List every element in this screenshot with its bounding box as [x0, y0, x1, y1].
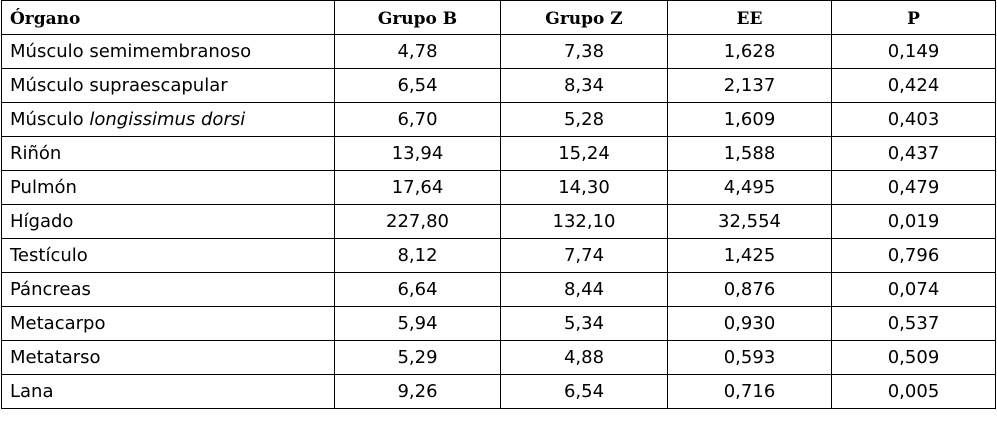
organ-name: Riñón [10, 142, 62, 164]
organ-name: Metatarso [10, 346, 101, 368]
ee-cell: 1,628 [667, 34, 832, 69]
p-cell: 0,437 [831, 136, 996, 171]
organ-name: Músculo supraescapular [10, 74, 228, 96]
ee-cell: 1,609 [667, 102, 832, 137]
header-grupo-b: Grupo B [334, 0, 501, 35]
header-row: Órgano Grupo B Grupo Z EE P [1, 0, 996, 35]
organ-cell: Lana [1, 374, 335, 409]
table-row: Páncreas 6,64 8,44 0,876 0,074 [1, 272, 996, 307]
organ-name: Páncreas [10, 278, 91, 300]
grupo-z-cell: 15,24 [500, 136, 668, 171]
ee-cell: 1,425 [667, 238, 832, 273]
organ-cell: Músculo supraescapular [1, 68, 335, 103]
grupo-b-cell: 6,70 [334, 102, 501, 137]
organ-cell: Riñón [1, 136, 335, 171]
p-cell: 0,796 [831, 238, 996, 273]
grupo-z-cell: 14,30 [500, 170, 668, 205]
table-row: Pulmón 17,64 14,30 4,495 0,479 [1, 170, 996, 205]
p-cell: 0,479 [831, 170, 996, 205]
p-cell: 0,005 [831, 374, 996, 409]
ee-cell: 4,495 [667, 170, 832, 205]
table-body: Músculo semimembranoso 4,78 7,38 1,628 0,149… [1, 34, 996, 409]
ee-cell: 0,593 [667, 340, 832, 375]
grupo-z-cell: 8,44 [500, 272, 668, 307]
grupo-b-cell: 4,78 [334, 34, 501, 69]
ee-cell: 0,930 [667, 306, 832, 341]
organ-cell: Hígado [1, 204, 335, 239]
grupo-z-cell: 5,28 [500, 102, 668, 137]
organ-cell: Músculo longissimus dorsi [1, 102, 335, 137]
organ-cell: Testículo [1, 238, 335, 273]
grupo-b-cell: 17,64 [334, 170, 501, 205]
table-row: Metacarpo 5,94 5,34 0,930 0,537 [1, 306, 996, 341]
p-cell: 0,537 [831, 306, 996, 341]
organ-name: Pulmón [10, 176, 77, 198]
p-cell: 0,074 [831, 272, 996, 307]
table-header: Órgano Grupo B Grupo Z EE P [1, 0, 996, 35]
organ-name: Músculo [10, 108, 90, 130]
results-table: Órgano Grupo B Grupo Z EE P Músculo semi… [1, 0, 996, 409]
organ-name: Testículo [10, 244, 88, 266]
grupo-b-cell: 13,94 [334, 136, 501, 171]
grupo-z-cell: 7,38 [500, 34, 668, 69]
grupo-b-cell: 5,29 [334, 340, 501, 375]
p-cell: 0,424 [831, 68, 996, 103]
header-organo: Órgano [1, 0, 335, 35]
organ-name: Metacarpo [10, 312, 106, 334]
organ-cell: Pulmón [1, 170, 335, 205]
grupo-z-cell: 6,54 [500, 374, 668, 409]
table-row: Músculo supraescapular 6,54 8,34 2,137 0,424 [1, 68, 996, 103]
organ-name-italic: longissimus dorsi [89, 108, 246, 130]
table-row: Músculo semimembranoso 4,78 7,38 1,628 0,149 [1, 34, 996, 69]
header-ee: EE [667, 0, 832, 35]
table-row: Testículo 8,12 7,74 1,425 0,796 [1, 238, 996, 273]
table-row: Riñón 13,94 15,24 1,588 0,437 [1, 136, 996, 171]
ee-cell: 1,588 [667, 136, 832, 171]
grupo-b-cell: 5,94 [334, 306, 501, 341]
grupo-z-cell: 7,74 [500, 238, 668, 273]
grupo-b-cell: 227,80 [334, 204, 501, 239]
ee-cell: 0,716 [667, 374, 832, 409]
ee-cell: 0,876 [667, 272, 832, 307]
header-grupo-z: Grupo Z [500, 0, 668, 35]
header-p: P [831, 0, 996, 35]
organ-cell: Páncreas [1, 272, 335, 307]
organ-cell: Metatarso [1, 340, 335, 375]
ee-cell: 2,137 [667, 68, 832, 103]
grupo-b-cell: 9,26 [334, 374, 501, 409]
grupo-z-cell: 132,10 [500, 204, 668, 239]
organ-name: Lana [10, 380, 54, 402]
p-cell: 0,149 [831, 34, 996, 69]
grupo-b-cell: 8,12 [334, 238, 501, 273]
organ-name: Hígado [10, 210, 74, 232]
p-cell: 0,509 [831, 340, 996, 375]
grupo-b-cell: 6,54 [334, 68, 501, 103]
organ-cell: Músculo semimembranoso [1, 34, 335, 69]
table-row: Metatarso 5,29 4,88 0,593 0,509 [1, 340, 996, 375]
grupo-b-cell: 6,64 [334, 272, 501, 307]
p-cell: 0,019 [831, 204, 996, 239]
table-row: Lana 9,26 6,54 0,716 0,005 [1, 374, 996, 409]
ee-cell: 32,554 [667, 204, 832, 239]
table-row: Músculo longissimus dorsi 6,70 5,28 1,609 0,… [1, 102, 996, 137]
p-cell: 0,403 [831, 102, 996, 137]
grupo-z-cell: 4,88 [500, 340, 668, 375]
grupo-z-cell: 5,34 [500, 306, 668, 341]
organ-name: Músculo semimembranoso [10, 40, 252, 62]
grupo-z-cell: 8,34 [500, 68, 668, 103]
organ-cell: Metacarpo [1, 306, 335, 341]
table-row: Hígado 227,80 132,10 32,554 0,019 [1, 204, 996, 239]
